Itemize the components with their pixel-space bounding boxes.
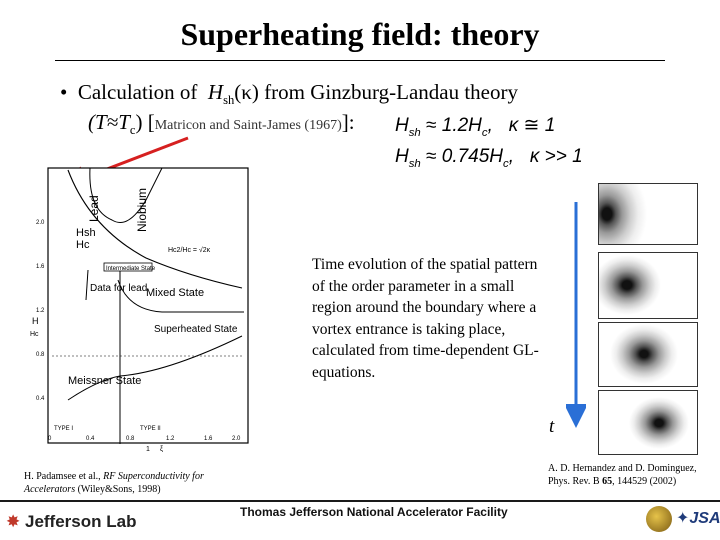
order-parameter-panel-4: [598, 390, 698, 455]
arrow-label-num: Hsh: [76, 227, 96, 239]
reference-right: A. D. Hernandez and D. Dominguez, Phys. …: [548, 462, 708, 488]
eq1-rhs-sub: c: [481, 126, 488, 139]
description-text: Time evolution of the spatial pattern of…: [312, 256, 539, 381]
eq1-lhs: H: [395, 115, 409, 136]
hsh-curve: [67, 169, 243, 289]
x-tick: 0: [48, 436, 52, 442]
upper-curve: [89, 167, 163, 223]
y-tick: 0.4: [36, 396, 45, 402]
bullet-prefix: Calculation of: [77, 80, 198, 104]
footer-rule: [0, 500, 720, 502]
h-sub: sh: [223, 93, 235, 108]
x-ticks: 0 0.4 0.8 1.2 1.6 2.0: [48, 436, 241, 442]
kappa-paren: (κ): [234, 80, 259, 104]
eq2-lhs: H: [395, 146, 409, 167]
order-parameter-panel-1: [598, 183, 698, 245]
ref-right-vol: 65: [602, 476, 613, 487]
title-underline: [55, 60, 665, 61]
slide-title: Superheating field: theory: [180, 16, 540, 52]
doe-seal-icon: [646, 506, 672, 532]
ref-left-authors: H. Padamsee et al.,: [24, 471, 104, 482]
reference-left: H. Padamsee et al., RF Superconductivity…: [24, 470, 244, 496]
eq2-rhs: 0.745H: [441, 146, 504, 167]
x-tick: 0.8: [126, 436, 135, 442]
temp-open: (T≈T: [88, 110, 130, 134]
x-tick: 2.0: [232, 436, 241, 442]
footer-facility: Thomas Jefferson National Accelerator Fa…: [240, 505, 508, 519]
xlabel-num: 1: [146, 446, 150, 452]
equation-1: Hsh ≈ 1.2Hc, κ ≅ 1: [395, 115, 556, 139]
eq2-cond: κ >> 1: [529, 146, 583, 167]
eq2-rhs-sub: c: [503, 157, 509, 170]
xlabel-den: ξ: [160, 446, 163, 452]
region-niobium: Niobium: [135, 188, 149, 232]
equation-2: Hsh ≈ 0.745Hc, κ >> 1: [395, 146, 583, 170]
bullet-line-2: (T≈Tc) [Matricon and Saint-James (1967)]…: [88, 110, 355, 138]
annotation-data-for-lead: Data for lead: [90, 283, 147, 294]
eq1-rel: ≈: [426, 115, 437, 136]
x-tick: 0.4: [86, 436, 95, 442]
eq1-rhs: 1.2H: [441, 115, 482, 136]
y-tick: 2.0: [36, 220, 45, 226]
data-marker: [85, 269, 89, 301]
bracket-end: ]:: [341, 110, 355, 134]
eq1-lhs-sub: sh: [408, 126, 421, 139]
box-label: Intermediate State: [106, 266, 156, 272]
time-label: t: [549, 416, 555, 437]
x-tick: 1.6: [204, 436, 213, 442]
temp-sub: c: [129, 123, 136, 138]
h-symbol: H: [207, 80, 224, 104]
formula-label: Hc2/Hc = √2κ: [168, 246, 211, 254]
ref-right-rest: , 144529 (2002): [612, 476, 677, 487]
ref-left-title: RF Superconductivity for Accelerators: [24, 471, 204, 495]
time-arrow: [566, 202, 586, 428]
state-box: [103, 262, 153, 272]
ylabel-num: H: [32, 316, 39, 326]
temp-close: ) [: [135, 110, 155, 134]
type-i-label: TYPE I: [54, 426, 73, 432]
y-tick: 1.2: [36, 308, 45, 314]
region-lead: Lead: [87, 195, 101, 222]
y-tick: 0.8: [36, 352, 45, 358]
citation: Matricon and Saint-James (1967): [154, 118, 342, 133]
ref-left-pub: (Wiley&Sons, 1998): [75, 484, 161, 495]
eq1-cond: κ ≅ 1: [508, 115, 556, 136]
bullet-marker: •: [60, 80, 68, 104]
y-tick: 1.6: [36, 264, 45, 270]
order-parameter-panel-2: [598, 252, 698, 319]
bullet-line-1: • Calculation of Hsh(κ) from Ginzburg-La…: [60, 80, 518, 108]
phase-diagram: Lead Niobium Mixed State Superheated Sta…: [30, 167, 249, 452]
hc1-curve: [67, 335, 243, 401]
arrow-label-den: Hc: [76, 239, 90, 251]
jlab-logo-text: Jefferson Lab: [24, 512, 137, 531]
order-parameter-panel-3: [598, 322, 698, 387]
jefferson-lab-logo: ✸ Jefferson Lab: [6, 512, 136, 532]
type-ii-label: TYPE II: [140, 426, 161, 432]
region-mixed: Mixed State: [146, 287, 204, 299]
region-meissner: Meissner State: [68, 375, 141, 387]
x-tick: 1.2: [166, 436, 175, 442]
bullet-suffix: from Ginzburg-Landau theory: [264, 80, 518, 104]
jlab-logo-mark-icon: ✸: [6, 512, 21, 531]
eq2-rel: ≈: [426, 146, 437, 167]
y-ticks: 2.0 1.6 1.2 0.8 0.4: [36, 220, 45, 402]
eq2-lhs-sub: sh: [408, 157, 421, 170]
ylabel-den: Hc: [30, 331, 39, 338]
ref-right-text: A. D. Hernandez and D. Dominguez, Phys. …: [548, 463, 697, 487]
region-superheated: Superheated State: [154, 324, 238, 335]
jsa-logo-icon: ✦JSA: [676, 510, 720, 527]
